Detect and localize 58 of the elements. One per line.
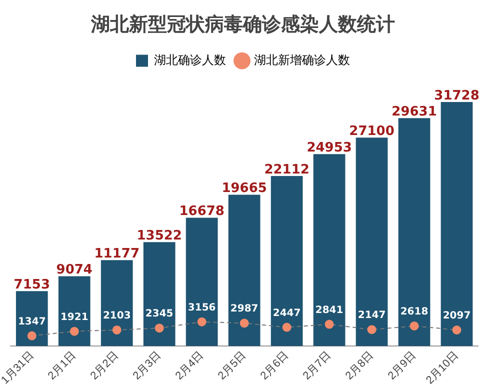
bar <box>270 176 303 346</box>
data-label: 9074 <box>56 262 92 278</box>
data-label: 16678 <box>179 204 224 220</box>
x-tick-label: 2月9日 <box>386 350 419 382</box>
point <box>240 318 249 328</box>
data-label: 2618 <box>400 306 428 318</box>
data-label: 2345 <box>145 308 174 320</box>
x-tick-label: 2月5日 <box>216 350 249 382</box>
data-label: 2147 <box>358 310 386 322</box>
legend-label: 湖北确诊人数 <box>154 53 226 68</box>
point <box>27 331 36 340</box>
bar <box>440 102 473 346</box>
data-label: 3156 <box>188 302 216 314</box>
x-tick-label: 2月10日 <box>424 350 462 387</box>
bar <box>186 218 218 346</box>
point <box>367 325 376 334</box>
point <box>154 324 164 333</box>
point <box>112 325 122 334</box>
data-label: 7153 <box>14 277 50 292</box>
x-tick-label: 2月1日 <box>46 350 79 382</box>
x-tick-label: 2月2日 <box>88 350 122 382</box>
data-label: 2097 <box>442 310 471 322</box>
point <box>282 322 292 332</box>
bar <box>398 118 430 346</box>
data-label: 2103 <box>102 310 131 322</box>
point <box>197 317 206 326</box>
data-label: 2987 <box>230 304 258 315</box>
data-label: 1921 <box>60 312 88 323</box>
chart-title: 湖北新型冠状病毒确诊感染人数统计 <box>90 13 395 36</box>
data-label: 31728 <box>434 88 480 104</box>
bar <box>100 260 133 346</box>
legend-label: 湖北新增确诊人数 <box>254 53 350 68</box>
point <box>452 325 462 334</box>
data-label: 29631 <box>392 104 437 120</box>
bar <box>143 242 176 346</box>
data-label: 1347 <box>18 316 46 328</box>
data-label: 27100 <box>349 124 394 139</box>
x-tick-label: 2月6日 <box>258 350 292 382</box>
point <box>70 326 79 336</box>
x-tick-label: 2月8日 <box>343 350 376 382</box>
data-label: 24953 <box>306 140 352 156</box>
data-label: 19665 <box>222 181 267 196</box>
bar <box>228 194 260 346</box>
bar <box>313 154 346 346</box>
data-label: 22112 <box>264 162 310 178</box>
bar <box>16 291 48 346</box>
data-label: 2841 <box>315 304 344 316</box>
data-label: 11177 <box>94 246 140 262</box>
x-tick-label: 2月4日 <box>173 350 206 382</box>
point <box>410 321 419 330</box>
x-tick-label: 2月7日 <box>300 350 334 382</box>
data-label: 13522 <box>136 228 182 244</box>
data-label: 2447 <box>272 308 301 319</box>
x-tick-label: 1月31日 <box>0 350 36 387</box>
bar <box>356 138 388 346</box>
point <box>324 320 334 329</box>
bar <box>58 276 90 346</box>
x-tick-label: 2月3日 <box>130 350 164 382</box>
